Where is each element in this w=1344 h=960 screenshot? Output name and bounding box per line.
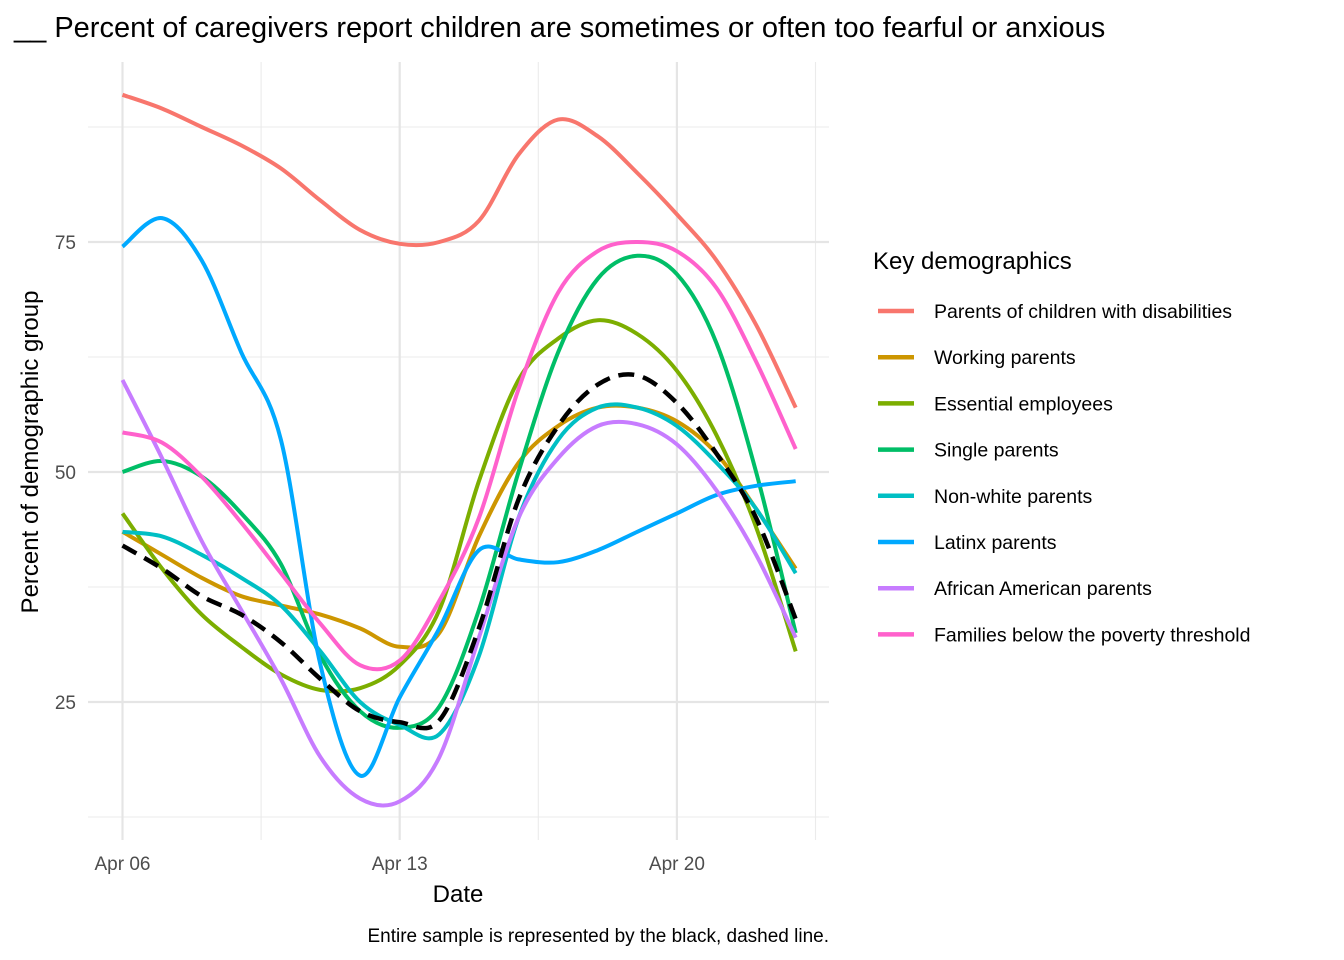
y-tick-label: 25 bbox=[55, 693, 76, 714]
legend-items: Parents of children with disabilities Wor… bbox=[878, 301, 1251, 646]
x-tick-label: Apr 06 bbox=[95, 854, 151, 875]
legend-item-non-white-parents: Non-white parents bbox=[878, 486, 1092, 508]
y-axis-ticks: 25 50 75 bbox=[55, 233, 76, 714]
legend-label-non-white-parents: Non-white parents bbox=[934, 486, 1092, 508]
series-line-single-parents bbox=[121, 253, 798, 730]
legend-label-essential-employees: Essential employees bbox=[934, 393, 1113, 415]
series-line-entire-sample bbox=[121, 372, 798, 731]
legend: Key demographics Parents of children wit… bbox=[873, 248, 1251, 646]
legend-label-working-parents: Working parents bbox=[934, 347, 1076, 369]
series-line-families-below-the-poverty-threshold bbox=[122, 240, 798, 672]
series-line-african-american-parents bbox=[120, 379, 798, 808]
series-line-parents-of-children-with-disabilities bbox=[121, 92, 798, 409]
series-line-non-white-parents bbox=[122, 402, 798, 741]
y-tick-label: 75 bbox=[55, 233, 76, 254]
y-tick-label: 50 bbox=[55, 463, 76, 484]
legend-item-single-parents: Single parents bbox=[878, 440, 1059, 462]
grid-layer bbox=[88, 62, 829, 840]
x-axis-ticks: Apr 06 Apr 13 Apr 20 bbox=[95, 854, 705, 875]
legend-item-working-parents: Working parents bbox=[878, 347, 1076, 369]
legend-item-parents-of-children-with-disabilities: Parents of children with disabilities bbox=[878, 301, 1232, 323]
legend-item-families-below-the-poverty-threshold: Families below the poverty threshold bbox=[878, 624, 1251, 646]
y-axis-title: Percent of demographic group bbox=[17, 291, 44, 614]
legend-item-essential-employees: Essential employees bbox=[878, 393, 1113, 415]
x-axis-title: Date bbox=[433, 881, 484, 908]
x-tick-label: Apr 13 bbox=[372, 854, 428, 875]
x-tick-label: Apr 20 bbox=[649, 854, 705, 875]
chart-title: __ Percent of caregivers report children… bbox=[14, 12, 1106, 44]
legend-label-latinx-parents: Latinx parents bbox=[934, 532, 1057, 554]
legend-label-african-american-parents: African American parents bbox=[934, 578, 1152, 600]
series-layer bbox=[120, 92, 798, 808]
legend-item-african-american-parents: African American parents bbox=[878, 578, 1152, 600]
series-line-essential-employees bbox=[120, 318, 798, 694]
legend-label-parents-of-children-with-disabilities: Parents of children with disabilities bbox=[934, 301, 1232, 323]
legend-item-latinx-parents: Latinx parents bbox=[878, 532, 1057, 554]
series-line-latinx-parents bbox=[121, 216, 796, 778]
legend-label-single-parents: Single parents bbox=[934, 440, 1059, 462]
legend-label-families-below-the-poverty-threshold: Families below the poverty threshold bbox=[934, 624, 1251, 646]
legend-title: Key demographics bbox=[873, 248, 1072, 275]
chart-caption: Entire sample is represented by the blac… bbox=[367, 926, 829, 947]
